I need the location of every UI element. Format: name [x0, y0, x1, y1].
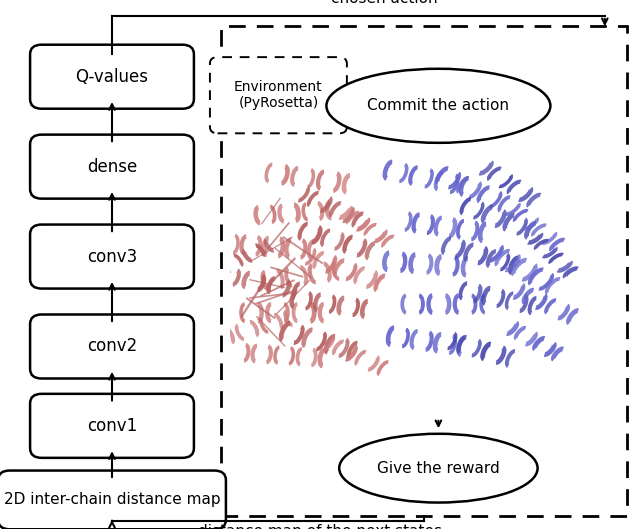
- FancyBboxPatch shape: [30, 134, 194, 198]
- Text: distance map of the next states: distance map of the next states: [198, 524, 442, 529]
- Text: conv1: conv1: [87, 417, 137, 435]
- Ellipse shape: [326, 69, 550, 143]
- Text: chosen action: chosen action: [331, 0, 437, 6]
- FancyBboxPatch shape: [210, 57, 347, 133]
- Text: Q-values: Q-values: [76, 68, 148, 86]
- Text: 2D inter-chain distance map: 2D inter-chain distance map: [4, 492, 220, 507]
- Text: Commit the action: Commit the action: [367, 98, 509, 113]
- FancyBboxPatch shape: [0, 471, 226, 529]
- Text: conv3: conv3: [87, 248, 137, 266]
- FancyBboxPatch shape: [30, 45, 194, 109]
- Text: conv2: conv2: [87, 338, 137, 355]
- Bar: [221, 26, 627, 516]
- Text: Give the reward: Give the reward: [377, 461, 500, 476]
- FancyBboxPatch shape: [30, 394, 194, 458]
- FancyBboxPatch shape: [30, 314, 194, 379]
- Text: Environment
(PyRosetta): Environment (PyRosetta): [234, 80, 323, 111]
- FancyBboxPatch shape: [30, 224, 194, 289]
- Ellipse shape: [339, 434, 538, 503]
- Text: dense: dense: [87, 158, 137, 176]
